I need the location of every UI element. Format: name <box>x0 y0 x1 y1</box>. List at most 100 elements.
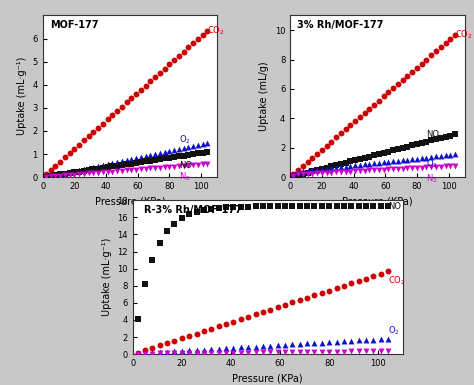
Point <box>185 162 192 169</box>
Point <box>418 164 426 171</box>
Point <box>80 137 88 144</box>
Point <box>85 165 92 171</box>
Point <box>303 340 311 346</box>
Point <box>259 349 267 355</box>
Point <box>194 142 202 148</box>
Point <box>451 162 459 169</box>
Point <box>208 206 215 212</box>
Point <box>313 167 321 173</box>
Point <box>442 40 449 46</box>
Point <box>361 168 368 174</box>
Text: NO: NO <box>388 202 401 211</box>
Point <box>281 349 289 355</box>
Point <box>299 171 307 177</box>
Point <box>141 351 149 357</box>
Point <box>409 156 416 162</box>
Point <box>413 156 421 162</box>
Point <box>299 168 307 174</box>
Point <box>109 163 116 169</box>
Point <box>99 165 107 171</box>
Point <box>413 141 421 147</box>
Point <box>399 157 407 163</box>
Point <box>347 280 355 286</box>
Point <box>323 142 330 149</box>
Point <box>332 164 340 171</box>
Point <box>342 126 349 132</box>
Point <box>394 166 402 172</box>
Point <box>170 57 178 63</box>
Point <box>340 338 348 344</box>
Point <box>404 144 411 150</box>
Point <box>385 89 392 95</box>
Point <box>199 32 207 38</box>
Point <box>52 173 59 179</box>
Point <box>193 209 201 215</box>
Point <box>390 166 397 172</box>
Point <box>328 139 335 145</box>
Point <box>113 168 121 174</box>
Point <box>123 167 130 174</box>
Point <box>390 85 397 91</box>
Point <box>370 336 377 343</box>
Point <box>175 146 183 152</box>
Point <box>375 97 383 104</box>
Point <box>442 152 449 159</box>
Point <box>304 168 311 174</box>
Point <box>237 350 245 356</box>
Point <box>380 167 387 173</box>
Point <box>428 52 435 59</box>
Point <box>384 348 392 354</box>
Point <box>328 169 335 176</box>
Point <box>418 155 426 161</box>
Point <box>299 163 307 169</box>
Point <box>337 161 345 167</box>
Point <box>151 151 159 157</box>
Point <box>423 139 430 145</box>
Point <box>399 166 407 172</box>
Point <box>380 150 387 156</box>
Point <box>199 141 207 147</box>
Text: O$_2$: O$_2$ <box>427 158 438 170</box>
Point <box>104 169 111 175</box>
Point <box>290 171 297 177</box>
Point <box>170 164 178 170</box>
Point <box>432 48 440 54</box>
Point <box>180 145 188 151</box>
Point <box>71 146 78 152</box>
Point <box>194 162 202 168</box>
Point <box>318 290 326 296</box>
Point <box>346 158 354 164</box>
Point <box>90 164 97 170</box>
Point <box>362 337 370 343</box>
Point <box>171 348 178 354</box>
Point <box>42 171 50 177</box>
Point <box>365 161 373 167</box>
Point <box>237 316 245 322</box>
Point <box>185 347 193 353</box>
Point <box>128 156 135 162</box>
Point <box>229 345 237 351</box>
Point <box>190 162 197 168</box>
Point <box>156 349 164 355</box>
Point <box>351 168 359 174</box>
Point <box>299 171 307 177</box>
Point <box>423 164 430 171</box>
Point <box>370 348 377 354</box>
Point <box>200 328 208 334</box>
Point <box>118 104 126 110</box>
Point <box>222 345 230 352</box>
Point <box>346 122 354 128</box>
Point <box>245 314 252 320</box>
Point <box>323 170 330 176</box>
Point <box>171 338 178 344</box>
Text: 3% Rh/MOF-177: 3% Rh/MOF-177 <box>297 20 383 30</box>
Point <box>437 153 445 159</box>
Point <box>161 155 168 161</box>
Point <box>370 102 378 108</box>
Point <box>128 161 135 167</box>
Point <box>222 350 230 356</box>
Point <box>355 348 363 355</box>
Point <box>56 159 64 165</box>
Point <box>123 157 130 163</box>
Point <box>274 304 282 310</box>
